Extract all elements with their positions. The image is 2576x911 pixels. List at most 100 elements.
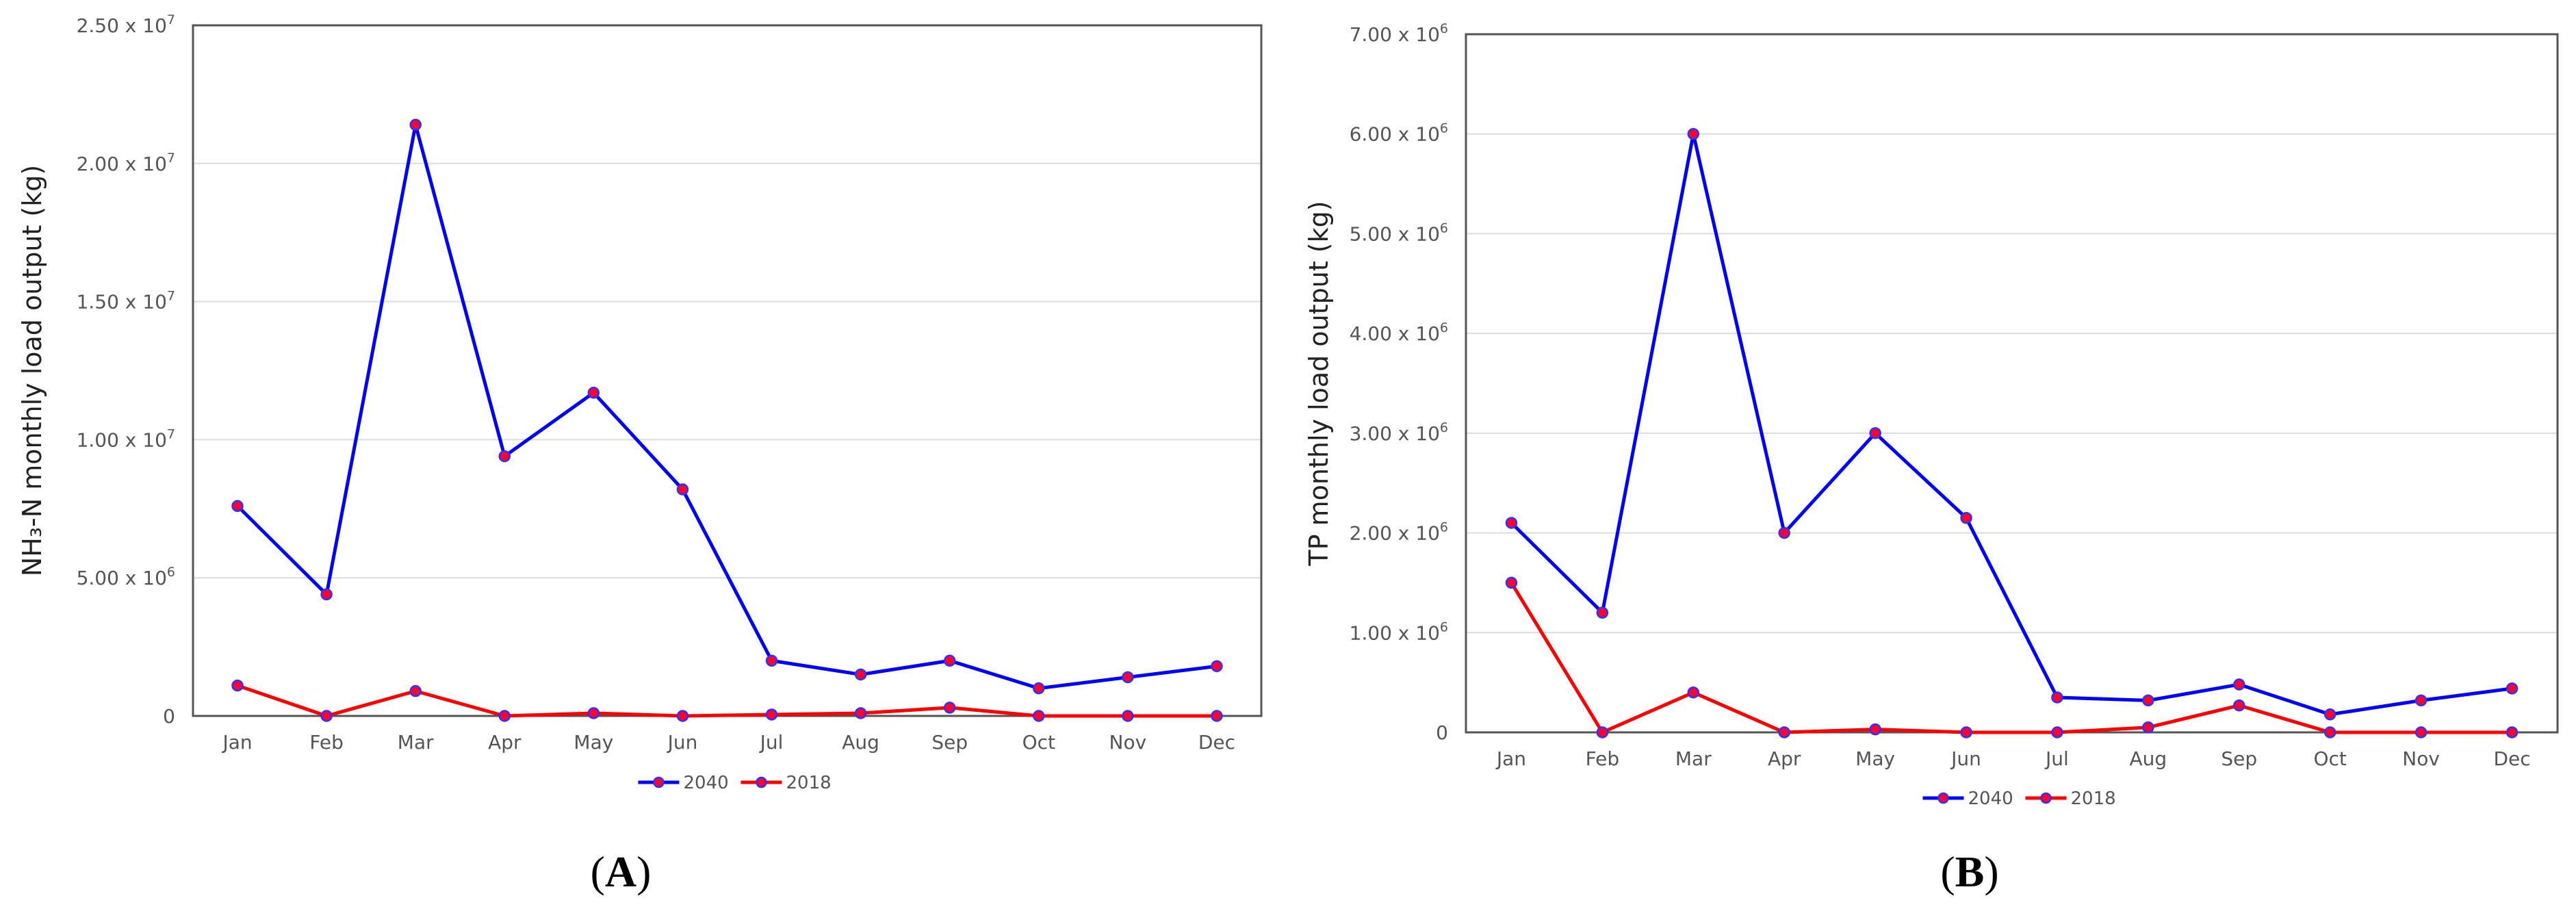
data-point-2040 <box>2323 708 2336 721</box>
x-tick-label: Dec <box>1198 731 1235 754</box>
legend-label: 2018 <box>2071 788 2116 809</box>
y-tick-label: 5.00 x 106 <box>77 565 175 589</box>
y-tick-label: 3.00 x 106 <box>1350 420 1448 445</box>
data-point-2018 <box>1869 723 1881 736</box>
x-tick-label: Sep <box>2221 747 2257 770</box>
data-point-2018 <box>587 707 600 719</box>
data-point-2018 <box>1687 686 1700 699</box>
data-point-2040 <box>1505 517 1518 529</box>
data-point-2018 <box>1033 710 1045 722</box>
data-point-2018 <box>676 710 689 722</box>
y-tick-label: 1.50 x 107 <box>77 289 175 313</box>
data-point-2040 <box>2142 694 2154 707</box>
legend-swatch-marker <box>2040 792 2052 804</box>
x-tick-label: Jul <box>759 731 784 754</box>
legend-label: 2040 <box>1968 788 2013 809</box>
data-point-2018 <box>765 708 778 721</box>
data-point-2018 <box>498 710 511 722</box>
x-tick-label: Nov <box>2402 747 2440 770</box>
data-point-2040 <box>1211 660 1223 673</box>
legend-swatch-marker <box>756 776 767 788</box>
data-point-2040 <box>1869 427 1881 439</box>
y-tick-label: 6.00 x 106 <box>1350 121 1448 146</box>
y-tick-label: 2.00 x 106 <box>1350 520 1448 545</box>
y-tick-label: 7.00 x 106 <box>1350 21 1448 46</box>
data-point-2040 <box>765 654 778 667</box>
legend-label: 2018 <box>786 773 832 793</box>
legend-label: 2040 <box>684 773 729 793</box>
data-point-2040 <box>409 118 422 131</box>
data-point-2018 <box>1211 710 1223 722</box>
data-point-2040 <box>943 654 956 667</box>
data-point-2018 <box>1960 726 1972 739</box>
series-line-2040 <box>236 123 1218 691</box>
y-axis-label: TP monthly load output (kg) <box>1304 201 1334 566</box>
data-point-2040 <box>231 500 244 513</box>
data-point-2018 <box>943 702 956 714</box>
x-tick-label: Aug <box>2130 747 2167 770</box>
data-point-2040 <box>1687 127 1700 140</box>
data-point-2018 <box>2506 726 2519 739</box>
data-point-2040 <box>1596 606 1609 619</box>
data-point-2018 <box>1505 576 1518 589</box>
y-tick-label: 5.00 x 106 <box>1350 220 1448 245</box>
data-point-2018 <box>2233 699 2245 712</box>
legend-swatch-marker <box>1937 792 1949 804</box>
data-point-2018 <box>854 707 867 719</box>
chart-panel-A: 0 5.00 x 106 1.00 x 107 1.50 x 107 2.00 x 10… <box>17 12 1263 896</box>
y-tick-label: 4.00 x 106 <box>1350 320 1448 345</box>
x-tick-label: Oct <box>2313 747 2346 770</box>
data-point-2018 <box>1596 726 1609 739</box>
y-tick-label: 0 <box>163 705 175 728</box>
data-point-2018 <box>1778 726 1790 739</box>
data-point-2018 <box>409 684 422 697</box>
x-tick-label: Jun <box>667 731 698 754</box>
panel-label: (A) <box>591 847 652 896</box>
data-point-2040 <box>1122 671 1134 684</box>
x-tick-label: Feb <box>309 731 344 754</box>
x-tick-label: Apr <box>488 731 521 754</box>
y-tick-label: 2.00 x 107 <box>77 151 175 175</box>
data-point-2040 <box>498 450 511 463</box>
x-tick-label: Jan <box>221 731 252 754</box>
data-point-2018 <box>231 679 244 692</box>
data-point-2040 <box>2051 691 2063 704</box>
data-point-2018 <box>2323 726 2336 739</box>
data-point-2018 <box>1122 710 1134 722</box>
x-tick-label: Sep <box>931 731 968 754</box>
x-tick-label: Jan <box>1495 747 1526 770</box>
data-point-2018 <box>2414 726 2427 739</box>
x-tick-label: Jun <box>1950 747 1981 770</box>
y-tick-label: 0 <box>1436 721 1448 744</box>
plot-frame <box>192 24 1263 717</box>
y-tick-label: 2.50 x 107 <box>77 12 175 37</box>
x-tick-label: Oct <box>1022 731 1055 754</box>
series-line-2040 <box>1510 132 2512 717</box>
y-tick-label: 1.00 x 107 <box>77 426 175 451</box>
data-point-2040 <box>2233 678 2245 691</box>
x-tick-label: Apr <box>1768 747 1801 770</box>
plot-frame <box>1465 33 2559 734</box>
data-point-2040 <box>587 387 600 399</box>
data-point-2018 <box>320 710 333 722</box>
x-tick-label: Dec <box>2493 747 2530 770</box>
data-point-2040 <box>2414 694 2427 707</box>
data-point-2018 <box>2051 726 2063 739</box>
data-point-2040 <box>1033 682 1045 695</box>
x-tick-label: May <box>574 731 613 754</box>
data-point-2040 <box>676 483 689 496</box>
x-tick-label: Mar <box>398 731 434 754</box>
y-axis-label: NH₃-N monthly load output (kg) <box>17 165 47 576</box>
data-point-2040 <box>320 588 333 601</box>
x-tick-label: Nov <box>1109 731 1147 754</box>
series-line-2018 <box>1510 582 2512 734</box>
legend-swatch-marker <box>653 776 665 788</box>
data-point-2040 <box>1778 526 1790 539</box>
data-point-2040 <box>854 668 867 681</box>
data-point-2040 <box>1960 511 1972 524</box>
x-tick-label: Jul <box>2044 747 2069 770</box>
y-tick-label: 1.00 x 106 <box>1350 619 1448 644</box>
x-tick-label: Mar <box>1675 747 1712 770</box>
